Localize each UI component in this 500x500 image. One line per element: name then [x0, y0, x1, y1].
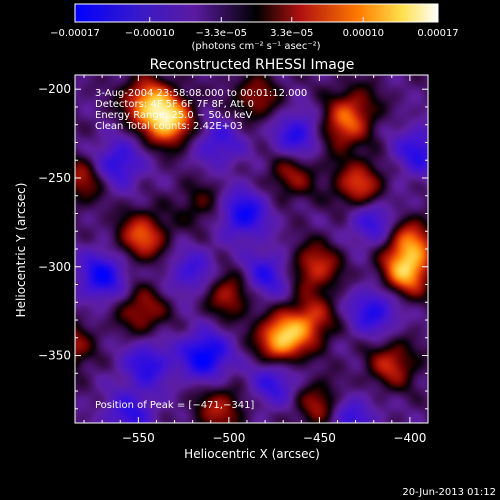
y-tick-label: −200 [38, 82, 71, 96]
annotation-clean: Clean Total counts: 2.42E+03 [95, 121, 243, 132]
colorbar-ticks: −0.00017 −0.00010 −3.3e−05 3.3e−05 0.00010 0.… [50, 17, 459, 39]
x-tick-label: −500 [212, 431, 245, 445]
footer-date: 20-Jun-2013 01:12 [402, 487, 496, 498]
y-tick-label: −250 [38, 171, 71, 185]
x-tick-label: −550 [122, 431, 155, 445]
heatmap-image [75, 75, 428, 423]
y-tick-label: −300 [38, 260, 71, 274]
colorbar-tick-label: 3.3e−05 [270, 28, 313, 39]
axis-ticks: −550 −500 −450 −400 −200 −250 −300 −350 [38, 75, 428, 445]
colorbar-tick-label: 0.00010 [343, 28, 384, 39]
colorbar-tick-label: 0.00017 [417, 28, 458, 39]
heatmap-area [75, 75, 428, 423]
x-axis-label: Heliocentric X (arcsec) [184, 447, 320, 461]
colorbar [74, 3, 439, 23]
peak-position-label: Position of Peak = [−471,−341] [95, 400, 254, 411]
annotation-time: 3-Aug-2004 23:58:08.000 to 00:01:12.000 [95, 88, 307, 99]
info-annotations: 3-Aug-2004 23:58:08.000 to 00:01:12.000 … [95, 88, 307, 132]
colorbar-units: (photons cm⁻² s⁻¹ asec⁻²) [191, 41, 320, 52]
colorbar-tick-label: −0.00010 [125, 28, 175, 39]
annotation-energy: Energy Range: 25.0 − 50.0 keV [95, 110, 252, 121]
chart-title: Reconstructed RHESSI Image [150, 57, 355, 73]
colorbar-tick-label: −3.3e−05 [195, 28, 247, 39]
annotation-detectors: Detectors: 4F 5F 6F 7F 8F, Att 0 [95, 99, 254, 110]
x-tick-label: −400 [393, 431, 426, 445]
y-tick-label: −350 [38, 349, 71, 363]
colorbar-tick-label: −0.00017 [50, 28, 100, 39]
y-axis-label: Heliocentric Y (arcsec) [14, 183, 28, 318]
x-tick-label: −450 [303, 431, 336, 445]
